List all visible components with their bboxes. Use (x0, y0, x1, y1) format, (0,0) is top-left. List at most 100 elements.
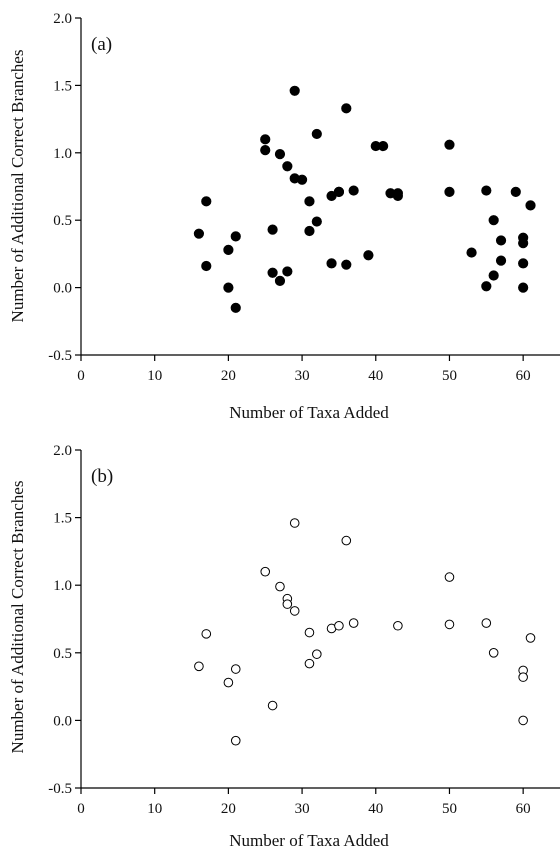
data-point-a (495, 235, 507, 246)
data-point-a (392, 190, 403, 202)
data-point-b (223, 677, 234, 688)
data-point-a (193, 228, 205, 239)
plot-area-a: 0 10 20 30 40 50 60 -0.5 0.0 0.5 1.0 1.5 2.0 (48, 11, 560, 384)
data-point-a (274, 149, 286, 160)
y-tick-label-b: 1.0 (53, 578, 72, 594)
points-a (193, 85, 536, 313)
data-point-a (289, 85, 300, 96)
data-point-b (348, 618, 359, 628)
data-point-b (444, 619, 455, 630)
data-point-a (260, 145, 271, 156)
data-point-b (267, 700, 278, 711)
x-tick-label-b: 0 (77, 801, 85, 817)
data-point-a (363, 250, 374, 261)
data-point-a (333, 186, 345, 197)
x-tick-label-b: 30 (295, 801, 310, 817)
data-point-b (230, 735, 241, 746)
y-axis-label-b: Number of Additional Correct Branches (8, 481, 27, 754)
data-point-b (289, 606, 300, 616)
data-point-b (201, 629, 212, 639)
data-point-b (260, 566, 271, 577)
data-point-b (230, 664, 241, 674)
x-ticks-a: 0 10 20 30 40 50 60 (77, 355, 531, 384)
data-point-a (230, 231, 241, 242)
data-point-a (223, 282, 234, 293)
data-point-a (341, 259, 352, 270)
y-tick-label-b: -0.5 (48, 781, 72, 797)
x-tick-label-b: 10 (147, 801, 162, 817)
y-tick-label-a: 1.0 (53, 146, 72, 162)
data-point-a (341, 103, 352, 114)
data-point-b (444, 572, 455, 582)
data-point-b (312, 649, 322, 659)
x-tick-label-b: 40 (368, 801, 383, 817)
data-point-a (282, 161, 293, 172)
y-axis-label-a: Number of Additional Correct Branches (8, 50, 27, 323)
panel-label-b: (b) (91, 466, 113, 487)
data-point-b (488, 648, 499, 658)
data-point-a (311, 216, 322, 227)
y-tick-label-a: 0.0 (53, 281, 72, 297)
data-point-a (326, 258, 337, 269)
data-point-a (518, 282, 529, 293)
y-tick-label-a: 2.0 (53, 11, 72, 27)
data-point-a (282, 266, 293, 277)
x-tick-label-a: 20 (221, 368, 236, 384)
data-point-a (518, 238, 529, 249)
data-point-a (466, 247, 477, 258)
y-ticks-b: -0.5 0.0 0.5 1.0 1.5 2.0 (48, 443, 81, 797)
data-point-a (525, 200, 536, 211)
data-point-b (275, 581, 285, 592)
data-point-a (444, 186, 455, 197)
x-tick-label-b: 50 (442, 801, 457, 817)
data-point-a (495, 255, 507, 266)
x-axis-label-b: Number of Taxa Added (229, 831, 389, 850)
x-tick-label-a: 40 (368, 368, 383, 384)
data-point-a (510, 186, 521, 197)
data-point-b (393, 620, 403, 631)
y-tick-label-b: 2.0 (53, 443, 72, 459)
panel-b: 0 10 20 30 40 50 60 -0.5 0.0 0.5 1.0 1.5 2.0 (b) Nu… (8, 443, 560, 850)
data-point-b (289, 518, 300, 528)
data-point-b (304, 658, 315, 669)
x-ticks-b: 0 10 20 30 40 50 60 (77, 788, 531, 817)
y-tick-label-a: -0.5 (48, 348, 72, 364)
data-point-b (194, 661, 204, 672)
y-tick-label-b: 0.5 (53, 646, 72, 662)
x-tick-label-a: 0 (77, 368, 85, 384)
x-tick-label-a: 60 (516, 368, 531, 384)
y-tick-label-b: 1.5 (53, 511, 72, 527)
data-point-a (311, 128, 322, 140)
data-point-b (525, 633, 536, 643)
data-point-a (267, 267, 278, 278)
data-point-a (304, 196, 315, 207)
x-tick-label-a: 50 (442, 368, 457, 384)
data-point-a (274, 275, 286, 286)
data-point-a (444, 139, 455, 150)
points-b (194, 518, 536, 746)
data-point-a (518, 258, 529, 269)
data-point-a (260, 134, 271, 145)
data-point-a (201, 260, 212, 272)
data-point-a (296, 174, 308, 185)
data-point-a (267, 224, 278, 235)
data-point-a (481, 185, 492, 196)
data-point-b (518, 672, 528, 682)
data-point-a (304, 225, 315, 237)
data-point-a (488, 215, 499, 226)
x-tick-label-b: 60 (516, 801, 531, 817)
panel-a: 0 10 20 30 40 50 60 -0.5 0.0 0.5 1.0 1.5 2.0 (a) Nu… (8, 11, 560, 422)
data-point-a (488, 270, 499, 281)
data-point-b (481, 618, 492, 628)
data-point-b (518, 715, 528, 726)
y-tick-label-b: 0.0 (53, 713, 72, 729)
data-point-a (348, 185, 359, 196)
panel-label-a: (a) (91, 34, 112, 55)
data-point-a (223, 244, 234, 255)
data-point-b (304, 627, 315, 638)
data-point-b (282, 599, 293, 609)
data-point-b (334, 620, 344, 631)
data-point-a (481, 281, 492, 292)
x-tick-label-a: 10 (147, 368, 162, 384)
